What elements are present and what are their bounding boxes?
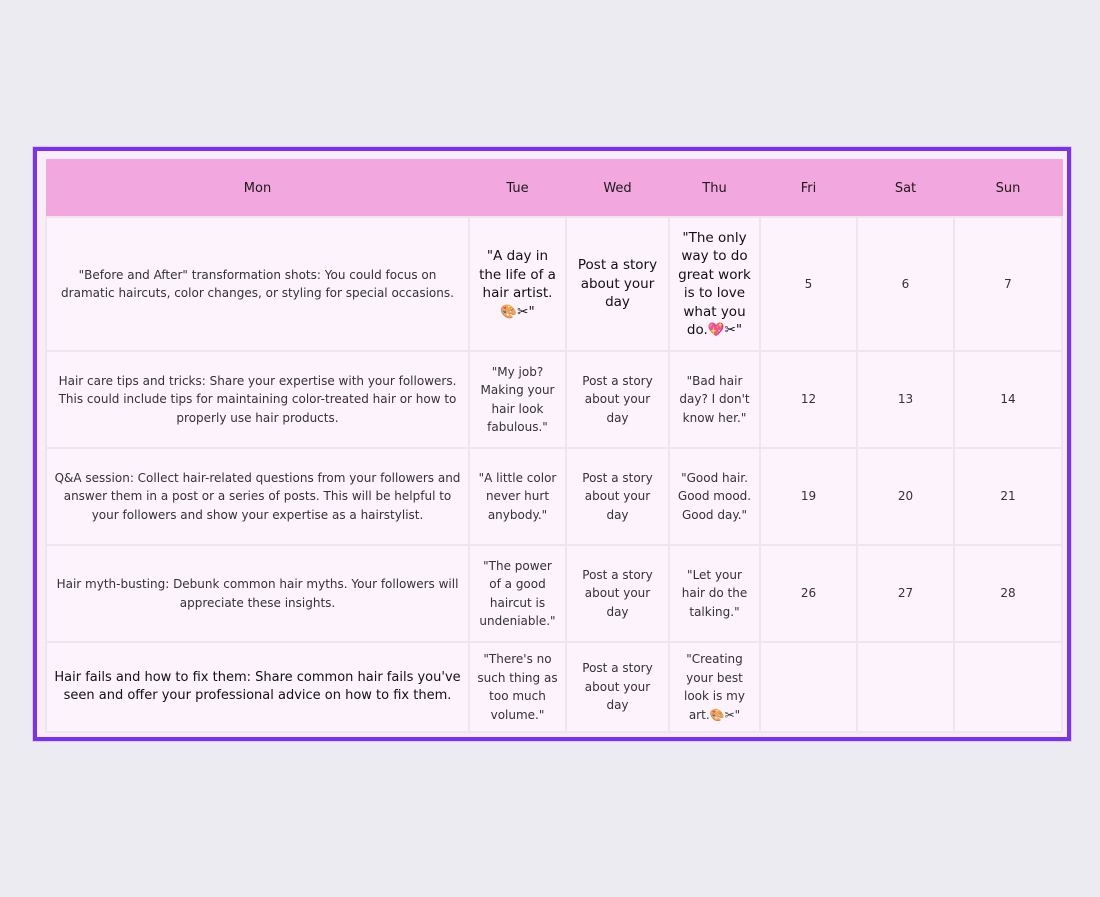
cell-tue-quote: "My job? Making your hair look fabulous.… xyxy=(468,350,567,449)
cell-mon-idea: Hair myth-busting: Debunk common hair my… xyxy=(45,544,470,643)
cell-wed-story: Post a story about your day xyxy=(565,216,670,352)
cell-fri-date: 19 xyxy=(759,447,858,546)
cell-tue-quote: "A day in the life of a hair artist.🎨✂" xyxy=(468,216,567,352)
cell-wed-story: Post a story about your day xyxy=(565,641,670,733)
header-sun: Sun xyxy=(953,159,1063,218)
cell-thu-quote: "Good hair. Good mood. Good day." xyxy=(668,447,761,546)
cell-mon-idea: Hair fails and how to fix them: Share co… xyxy=(45,641,470,733)
cell-sat-date: 20 xyxy=(856,447,955,546)
calendar-frame: Mon Tue Wed Thu Fri Sat Sun "Before and … xyxy=(33,147,1071,741)
cell-tue-quote: "The power of a good haircut is undeniab… xyxy=(468,544,567,643)
table-row: Hair care tips and tricks: Share your ex… xyxy=(45,350,1063,449)
cell-thu-quote: "Bad hair day? I don't know her." xyxy=(668,350,761,449)
header-sat: Sat xyxy=(856,159,955,218)
table-row: Q&A session: Collect hair-related questi… xyxy=(45,447,1063,546)
cell-mon-idea: Q&A session: Collect hair-related questi… xyxy=(45,447,470,546)
header-fri: Fri xyxy=(759,159,858,218)
table-row: "Before and After" transformation shots:… xyxy=(45,216,1063,352)
cell-sun-date: 7 xyxy=(953,216,1063,352)
content-calendar-table: Mon Tue Wed Thu Fri Sat Sun "Before and … xyxy=(45,159,1063,733)
cell-sat-date: 6 xyxy=(856,216,955,352)
cell-sat-date xyxy=(856,641,955,733)
header-thu: Thu xyxy=(668,159,761,218)
header-mon: Mon xyxy=(45,159,470,218)
header-wed: Wed xyxy=(565,159,670,218)
cell-sun-date: 21 xyxy=(953,447,1063,546)
cell-fri-date xyxy=(759,641,858,733)
cell-fri-date: 5 xyxy=(759,216,858,352)
cell-sun-date xyxy=(953,641,1063,733)
table-row: Hair myth-busting: Debunk common hair my… xyxy=(45,544,1063,643)
cell-tue-quote: "A little color never hurt anybody." xyxy=(468,447,567,546)
cell-mon-idea: "Before and After" transformation shots:… xyxy=(45,216,470,352)
cell-sat-date: 13 xyxy=(856,350,955,449)
cell-fri-date: 12 xyxy=(759,350,858,449)
cell-wed-story: Post a story about your day xyxy=(565,544,670,643)
cell-tue-quote: "There's no such thing as too much volum… xyxy=(468,641,567,733)
cell-wed-story: Post a story about your day xyxy=(565,447,670,546)
cell-mon-idea: Hair care tips and tricks: Share your ex… xyxy=(45,350,470,449)
header-row: Mon Tue Wed Thu Fri Sat Sun xyxy=(45,159,1063,218)
cell-sun-date: 14 xyxy=(953,350,1063,449)
cell-thu-quote: "Let your hair do the talking." xyxy=(668,544,761,643)
cell-thu-quote: "Creating your best look is my art.🎨✂" xyxy=(668,641,761,733)
cell-fri-date: 26 xyxy=(759,544,858,643)
cell-thu-quote: "The only way to do great work is to lov… xyxy=(668,216,761,352)
cell-sat-date: 27 xyxy=(856,544,955,643)
table-row: Hair fails and how to fix them: Share co… xyxy=(45,641,1063,733)
header-tue: Tue xyxy=(468,159,567,218)
cell-sun-date: 28 xyxy=(953,544,1063,643)
cell-wed-story: Post a story about your day xyxy=(565,350,670,449)
